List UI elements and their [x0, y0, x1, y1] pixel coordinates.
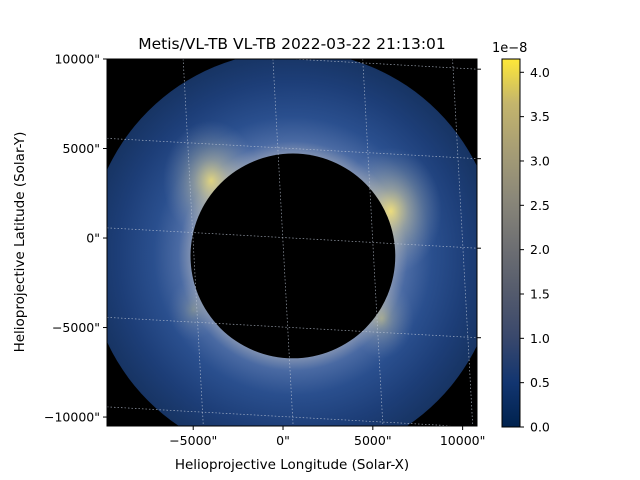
colorbar-tick-label-3: 1.5: [530, 286, 550, 301]
x-tick-label-0: −5000": [169, 433, 217, 448]
y-tick-label-1: 5000": [62, 141, 100, 156]
y-tick-label-4: −10000": [44, 410, 100, 425]
plot-area: [107, 59, 477, 426]
x-tick-label-2: 5000": [354, 433, 392, 448]
right-axis-ticks: [477, 68, 481, 339]
y-tick-label-3: −5000": [52, 320, 100, 335]
occulter-disk: [190, 153, 396, 359]
grid-y-0: [285, 59, 477, 70]
grid-lines: [107, 59, 477, 426]
colorbar-tick-label-7: 3.5: [530, 109, 550, 124]
y-tick-label-0: 10000": [54, 52, 100, 67]
colorbar-tick-label-5: 2.5: [530, 198, 550, 213]
x-tick-label-3: 10000": [440, 433, 486, 448]
colorbar: [501, 58, 521, 428]
colorbar-tick-label-6: 3.0: [530, 153, 550, 168]
grid-y-4: [107, 406, 462, 426]
colorbar-tick-label-1: 0.5: [530, 375, 550, 390]
colorbar-multiplier: 1e−8: [492, 41, 527, 56]
x-axis-ticks: −5000" 0" 5000" 10000": [169, 426, 485, 448]
y-axis-ticks: 10000" 5000" 0" −5000" −10000": [44, 52, 107, 425]
chart-title: Metis/VL-TB VL-TB 2022-03-22 21:13:01: [138, 35, 446, 53]
y-tick-label-2: 0": [86, 231, 100, 246]
x-axis-label: Helioprojective Longitude (Solar-X): [175, 457, 409, 473]
grid-y-1: [107, 137, 477, 160]
colorbar-tick-label-2: 1.0: [530, 331, 550, 346]
colorbar-tick-label-4: 2.0: [530, 242, 550, 257]
y-axis-label: Helioprojective Latitude (Solar-Y): [12, 132, 28, 353]
colorbar-tick-label-0: 0.0: [530, 420, 550, 435]
grid-y-2: [107, 227, 477, 249]
x-tick-label-1: 0": [276, 433, 290, 448]
colorbar-ticks: 0.0 0.5 1.0 1.5 2.0 2.5 3.0 3.5 4.0: [520, 65, 550, 435]
plot-frame: [106, 58, 478, 427]
colorbar-tick-label-8: 4.0: [530, 65, 550, 80]
grid-y-3: [107, 317, 477, 339]
